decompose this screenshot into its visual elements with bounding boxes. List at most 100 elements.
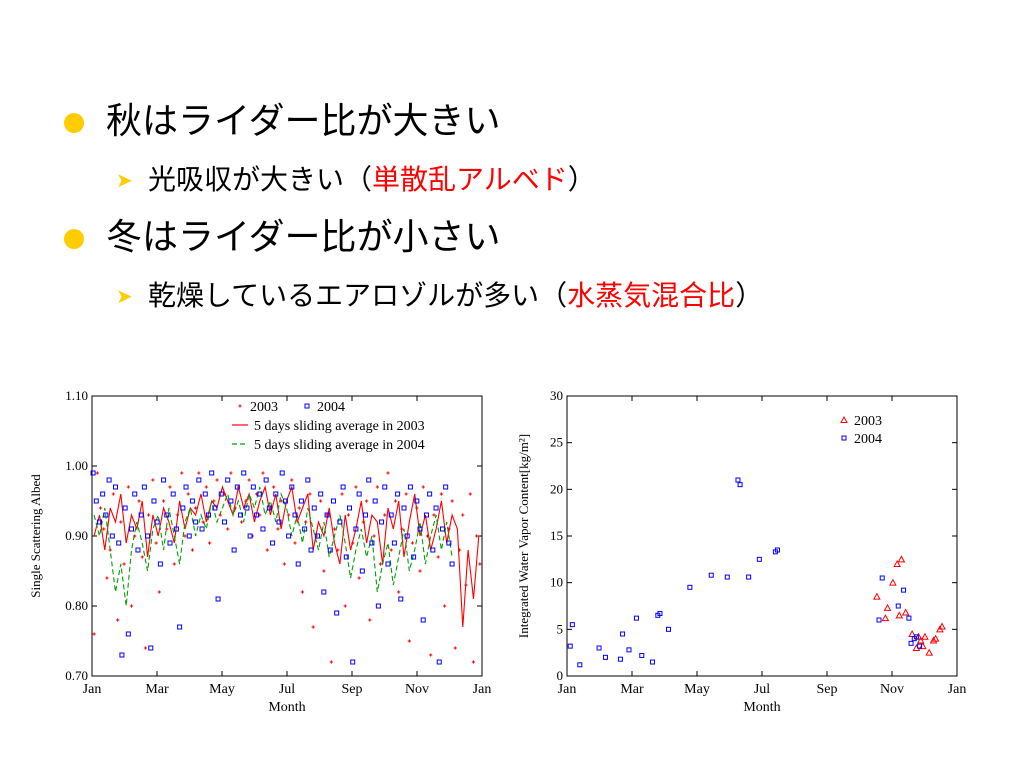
- y-tick-label: 15: [550, 528, 563, 543]
- data-point-2003: [300, 590, 305, 594]
- y-tick-label: 25: [550, 435, 563, 450]
- data-point-2003: [425, 534, 430, 538]
- data-point-2003: [443, 604, 447, 608]
- data-point-2004: [359, 568, 365, 574]
- data-point-2003: [129, 604, 134, 608]
- data-point-2003: [247, 478, 251, 482]
- data-point-2004: [295, 561, 301, 567]
- data-point-2004: [404, 533, 410, 539]
- data-point-2004: [148, 645, 154, 651]
- y-tick-label: 1.00: [65, 458, 88, 473]
- data-point-2003: [143, 646, 148, 650]
- data-point-2004: [724, 574, 730, 580]
- data-point-2003: [346, 513, 351, 517]
- data-point-2004: [917, 643, 923, 649]
- data-point-2003: [883, 603, 892, 611]
- data-point-2004: [212, 505, 218, 511]
- data-point-2003: [471, 660, 476, 664]
- data-point-2004: [423, 512, 429, 518]
- data-point-2004: [340, 484, 346, 490]
- data-point-2004: [122, 505, 128, 511]
- data-point-2003: [450, 499, 454, 503]
- data-point-2004: [639, 652, 645, 658]
- data-point-2003: [180, 471, 184, 475]
- data-point-2003: [873, 592, 881, 600]
- data-point-2003: [929, 636, 938, 644]
- data-point-2003: [95, 471, 99, 475]
- data-point-2004: [113, 484, 119, 490]
- data-point-2004: [901, 587, 907, 593]
- data-point-2004: [157, 561, 163, 567]
- data-point-2004: [260, 526, 266, 532]
- data-point-2003: [140, 555, 144, 559]
- data-point-2004: [161, 477, 167, 483]
- data-point-2004: [151, 498, 157, 504]
- data-point-2004: [167, 540, 173, 546]
- data-point-2004: [138, 512, 144, 518]
- data-point-2004: [221, 519, 227, 525]
- data-point-2003: [151, 478, 155, 482]
- data-point-2003: [897, 555, 906, 563]
- data-point-2004: [308, 547, 314, 553]
- data-point-2004: [626, 647, 632, 653]
- data-point-2004: [446, 540, 452, 546]
- data-point-2003: [190, 548, 195, 552]
- data-point-2003: [354, 485, 358, 489]
- data-point-2003: [393, 499, 398, 503]
- data-point-2004: [247, 533, 253, 539]
- data-point-2003: [233, 506, 237, 510]
- data-point-2003: [204, 485, 208, 489]
- data-point-2004: [430, 547, 436, 553]
- data-point-2004: [96, 519, 102, 525]
- data-point-2004: [327, 547, 333, 553]
- data-point-2003: [244, 499, 248, 503]
- data-point-2004: [209, 470, 215, 476]
- data-point-2004: [254, 512, 260, 518]
- data-point-2004: [238, 512, 244, 518]
- data-point-2004: [596, 645, 602, 651]
- data-point-2003: [921, 632, 929, 640]
- data-point-2004: [311, 505, 317, 511]
- legend-marker-2003: [238, 404, 242, 408]
- data-point-2003: [889, 578, 897, 586]
- data-point-2003: [453, 646, 457, 650]
- data-point-2003: [478, 562, 482, 566]
- data-point-2003: [415, 506, 419, 510]
- data-point-2004: [372, 498, 378, 504]
- data-point-2004: [385, 561, 391, 567]
- data-point-2003: [293, 541, 297, 545]
- data-point-2004: [439, 526, 445, 532]
- bullet-autumn: 秋はライダー比が大きい: [60, 92, 1000, 152]
- bullet-dot-icon: [64, 229, 84, 249]
- data-point-2003: [340, 492, 344, 496]
- data-point-2004: [93, 498, 99, 504]
- data-point-2003: [154, 541, 158, 545]
- data-point-2004: [135, 547, 141, 553]
- plot-frame: [566, 395, 958, 677]
- data-point-2003: [407, 639, 411, 643]
- data-point-2004: [321, 589, 327, 595]
- data-point-2003: [938, 622, 946, 630]
- data-point-2004: [436, 659, 442, 665]
- x-tick-label: Jan: [558, 682, 577, 697]
- data-point-2004: [103, 512, 109, 518]
- data-point-2003: [336, 548, 340, 552]
- legend-label-average-2004: 5 days sliding average in 2004: [254, 438, 425, 453]
- data-point-2004: [205, 512, 211, 518]
- data-point-2004: [244, 505, 250, 511]
- sub-bullet-winter-pre: 乾燥しているエアロゾルが多い（: [148, 279, 568, 312]
- data-point-2003: [116, 618, 120, 622]
- data-point-2004: [106, 477, 112, 483]
- data-point-2003: [157, 590, 161, 594]
- y-axis-label: Single Scattering Albed: [28, 474, 43, 598]
- data-point-2004: [906, 615, 912, 621]
- data-point-2003: [119, 520, 123, 524]
- y-tick-label: 0.90: [65, 528, 88, 543]
- data-point-2004: [567, 643, 573, 649]
- data-point-2004: [292, 512, 298, 518]
- data-point-2003: [383, 513, 387, 517]
- data-point-2003: [279, 499, 283, 503]
- data-point-2004: [279, 470, 285, 476]
- x-tick-label: May: [684, 682, 710, 697]
- data-point-2003: [111, 492, 115, 496]
